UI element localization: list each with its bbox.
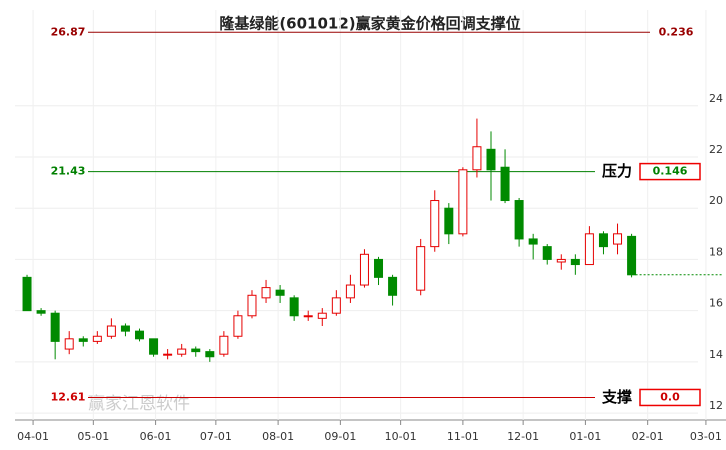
candle-body — [135, 330, 145, 340]
x-tick-label: 04-01 — [17, 430, 49, 443]
ratio-box — [639, 388, 701, 407]
candle-body — [78, 338, 88, 342]
y-tick-label: 12 — [709, 399, 723, 412]
candle-body — [64, 338, 74, 350]
candle-body — [359, 253, 369, 286]
candle-body — [500, 166, 510, 202]
candle-body — [261, 287, 271, 299]
candle-body — [331, 297, 341, 314]
candle-body — [205, 351, 215, 358]
candle-body — [444, 207, 454, 235]
candle-body — [430, 200, 440, 248]
x-tick-label: 06-01 — [140, 430, 172, 443]
watermark: 赢家江恩软件 — [88, 394, 190, 414]
candle-body — [177, 348, 187, 355]
candle-body — [317, 312, 327, 319]
candle-body — [289, 297, 299, 317]
candle-body — [613, 233, 623, 245]
chart-title: 隆基绿能(601012)赢家黄金价格回调支撑位 — [219, 15, 520, 33]
candle-body — [163, 353, 173, 356]
y-tick-label: 16 — [709, 297, 723, 310]
candle-body — [50, 312, 60, 342]
level-label: 26.87 — [51, 25, 86, 38]
ratio-box — [639, 162, 701, 181]
ratio-label: 0.236 — [659, 25, 694, 38]
candle-body — [233, 315, 243, 337]
candle-body — [486, 148, 496, 171]
candle-body — [627, 235, 637, 276]
candle-body — [570, 258, 580, 266]
candle-body — [598, 233, 608, 248]
candle-body — [120, 325, 130, 332]
candle-body — [247, 294, 257, 317]
candle-body — [416, 246, 426, 291]
x-tick-label: 03-01 — [690, 430, 722, 443]
candle-body — [275, 289, 285, 296]
y-tick-label: 20 — [709, 194, 723, 207]
x-tick-label: 05-01 — [77, 430, 109, 443]
candle-body — [219, 335, 229, 355]
level-tag: 压力 — [602, 162, 632, 180]
x-tick-label: 01-01 — [569, 430, 601, 443]
x-tick-label: 09-01 — [324, 430, 356, 443]
candle-body — [514, 200, 524, 240]
y-tick-label: 22 — [709, 143, 723, 156]
x-tick-label: 02-01 — [632, 430, 664, 443]
x-tick-label: 11-01 — [447, 430, 479, 443]
x-tick-label: 07-01 — [200, 430, 232, 443]
candle-body — [528, 238, 538, 245]
candle-body — [191, 348, 201, 353]
candle-body — [22, 276, 32, 312]
candle-body — [374, 258, 384, 278]
candle-body — [542, 246, 552, 260]
y-tick-label: 24 — [709, 92, 723, 105]
level-label: 21.43 — [51, 165, 86, 178]
x-tick-label: 12-01 — [507, 430, 539, 443]
ratio-label: 0.0 — [660, 390, 680, 403]
candle-body — [472, 146, 482, 171]
candle-body — [584, 233, 594, 266]
candle-body — [458, 169, 468, 235]
level-tag: 支撑 — [601, 388, 632, 406]
ratio-label: 0.146 — [653, 165, 688, 178]
candle-body — [556, 258, 566, 263]
candle-body — [36, 310, 46, 314]
level-label: 12.61 — [51, 390, 86, 403]
y-tick-label: 18 — [709, 245, 723, 258]
x-tick-label: 10-01 — [385, 430, 417, 443]
candle-body — [106, 325, 116, 337]
candle-body — [149, 338, 159, 355]
candle-body — [303, 315, 313, 318]
candle-body — [388, 276, 398, 296]
candle-body — [92, 335, 102, 342]
y-tick-label: 14 — [709, 348, 723, 361]
candle-body — [345, 284, 355, 299]
x-tick-label: 08-01 — [262, 430, 294, 443]
